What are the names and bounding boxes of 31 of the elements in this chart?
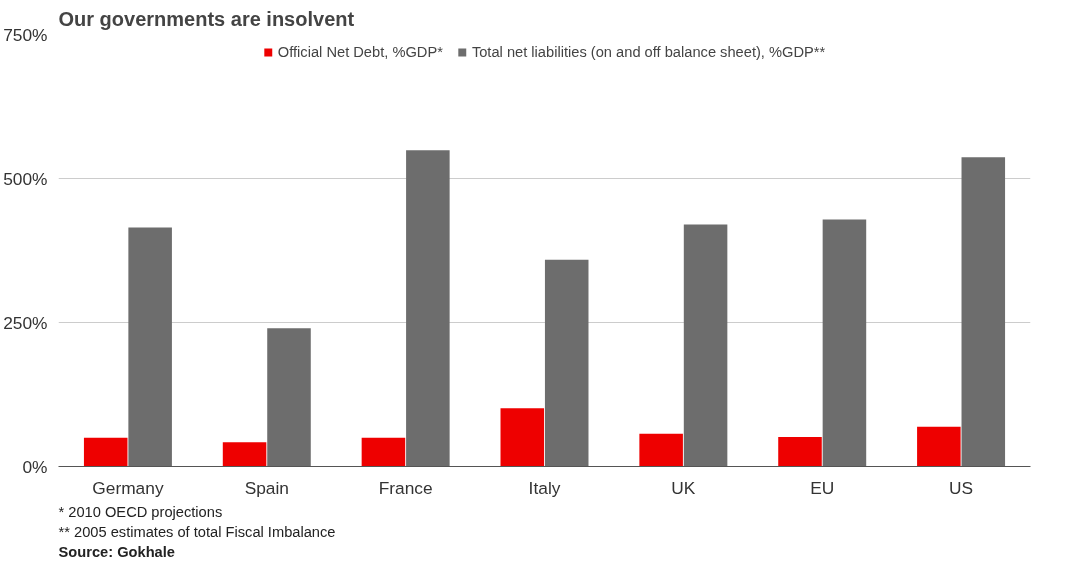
y-tick-label: 250%	[3, 312, 48, 333]
bar	[822, 219, 867, 467]
bar	[683, 224, 728, 467]
x-tick-label: Germany	[92, 477, 164, 498]
text: * 2010 OECD projections	[58, 503, 223, 520]
bar	[267, 328, 311, 467]
y-tick-label: 750%	[3, 24, 48, 45]
source-note: Source: Gokhale	[58, 543, 175, 560]
bar	[128, 227, 172, 467]
bar	[778, 437, 822, 467]
bar	[406, 150, 450, 467]
bar	[961, 157, 1006, 467]
legend-label: Official Net Debt, %GDP*	[277, 44, 443, 60]
text: ** 2005 estimates of total Fiscal Imbalance	[58, 523, 336, 540]
x-tick-label: Spain	[244, 477, 289, 498]
x-tick-label: France	[378, 477, 433, 498]
x-tick-label: Italy	[528, 477, 561, 498]
bar	[917, 426, 961, 467]
bar	[544, 259, 589, 467]
bar	[222, 442, 267, 467]
x-tick-label: UK	[671, 477, 696, 498]
x-tick-label: EU	[810, 477, 835, 498]
y-tick-label: 0%	[22, 456, 48, 477]
bar	[500, 408, 545, 467]
legend-label: Total net liabilities (on and off balance sheet), %GDP**	[471, 44, 826, 60]
bar	[639, 433, 683, 467]
y-tick-label: 500%	[3, 168, 48, 189]
bar	[83, 437, 128, 467]
chart-title: Our governments are insolvent	[58, 7, 355, 30]
bar	[361, 437, 406, 467]
x-tick-label: US	[949, 477, 974, 498]
